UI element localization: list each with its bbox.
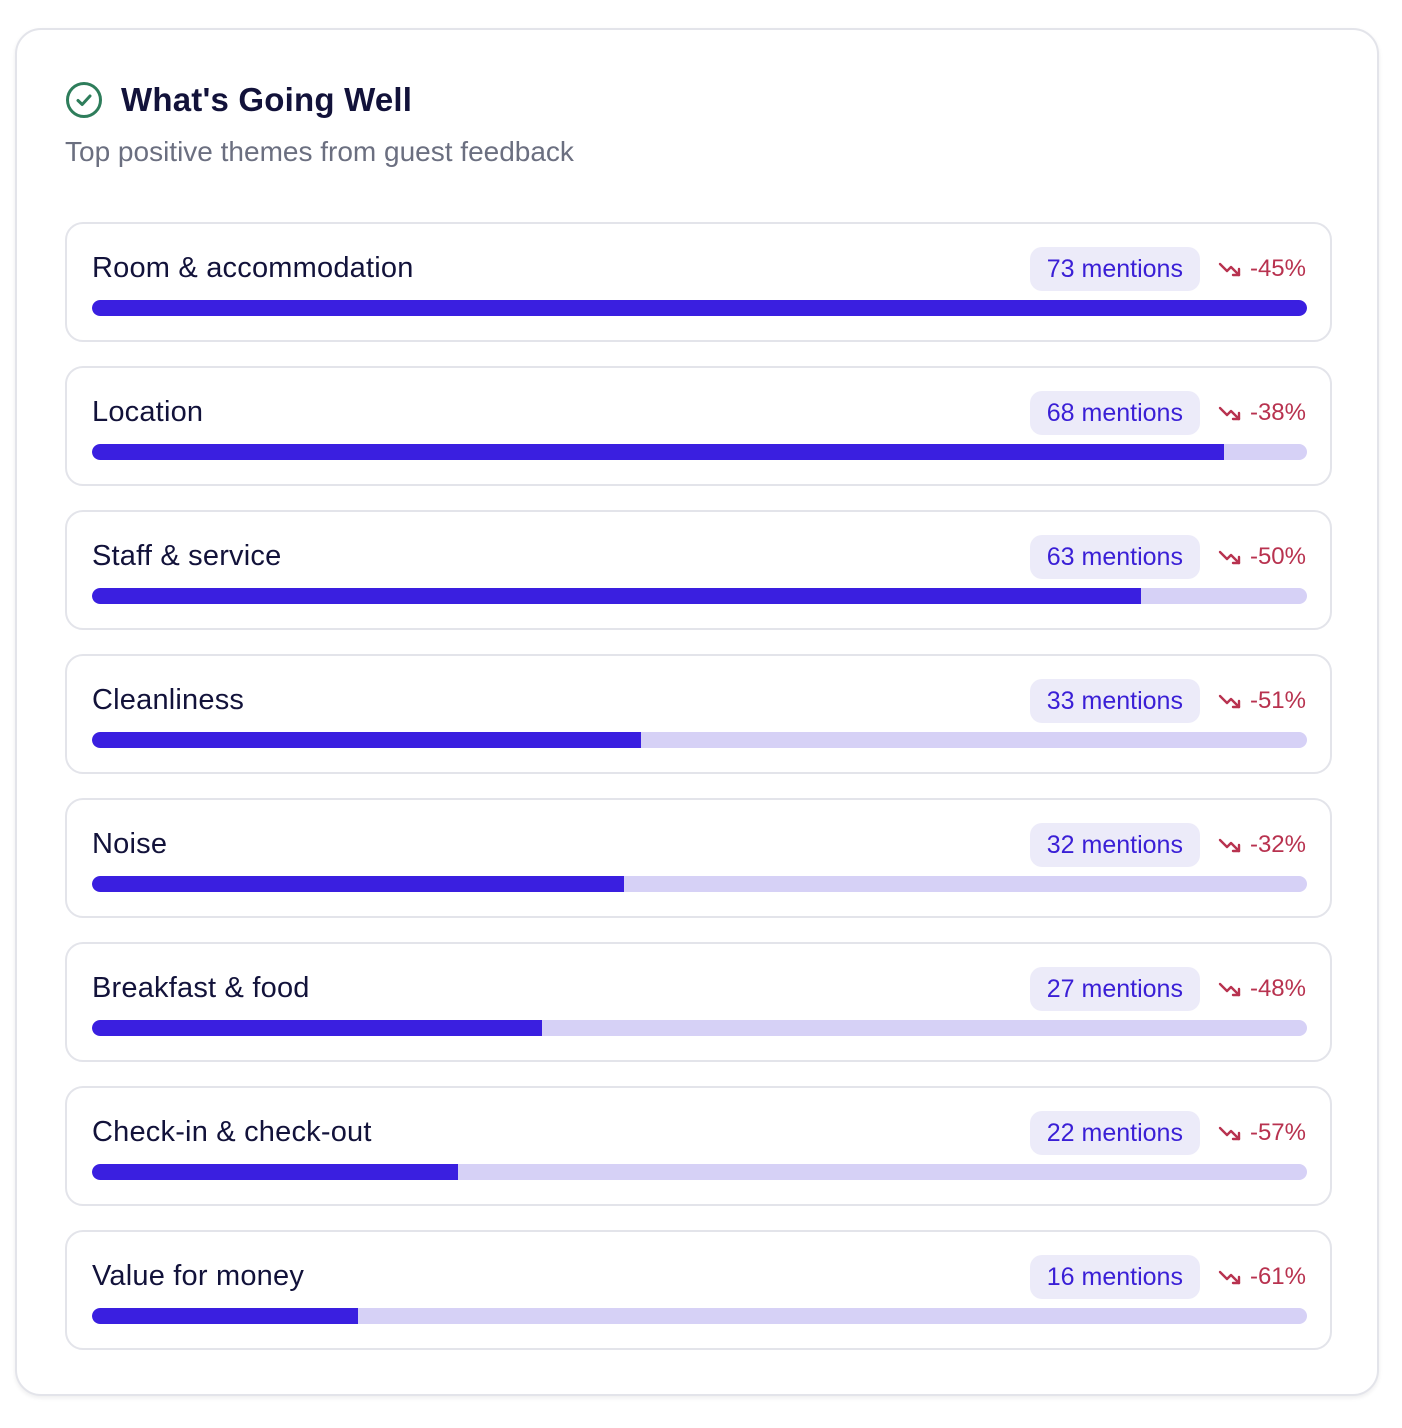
mentions-bar-fill [92, 588, 1141, 604]
mentions-badge: 16 mentions [1029, 1255, 1200, 1299]
theme-list: Room & accommodation 73 mentions -45% Lo… [65, 222, 1332, 1374]
mentions-bar-fill [92, 1308, 359, 1324]
trending-down-icon [1218, 404, 1242, 422]
theme-row[interactable]: Location 68 mentions -38% [65, 366, 1332, 486]
theme-name: Value for money [92, 1260, 305, 1292]
card-subtitle: Top positive themes from guest feedback [65, 136, 574, 167]
trend-value: -38% [1249, 399, 1306, 426]
theme-row[interactable]: Breakfast & food 27 mentions -48% [65, 942, 1332, 1062]
theme-name: Breakfast & food [92, 972, 310, 1004]
theme-row[interactable]: Room & accommodation 73 mentions -45% [65, 222, 1332, 342]
theme-meta: 33 mentions -51% [1029, 679, 1306, 723]
theme-meta: 68 mentions -38% [1029, 391, 1306, 435]
mentions-badge: 73 mentions [1029, 247, 1200, 291]
mentions-badge: 63 mentions [1029, 535, 1200, 579]
mentions-bar-track [92, 1308, 1307, 1324]
trend-value: -51% [1249, 687, 1306, 714]
mentions-bar-track [92, 876, 1307, 892]
trend-value: -32% [1249, 831, 1306, 858]
theme-row[interactable]: Cleanliness 33 mentions -51% [65, 654, 1332, 774]
trend-value: -61% [1249, 1263, 1306, 1290]
theme-meta: 16 mentions -61% [1029, 1255, 1306, 1299]
trend-value: -57% [1249, 1119, 1306, 1146]
whats-going-well-card: What's Going Well Top positive themes fr… [15, 28, 1379, 1396]
theme-name: Cleanliness [92, 684, 245, 716]
theme-name: Staff & service [92, 540, 282, 572]
trend-indicator: -61% [1218, 1263, 1306, 1291]
theme-meta: 32 mentions -32% [1029, 823, 1306, 867]
trending-down-icon [1218, 260, 1242, 278]
theme-meta: 22 mentions -57% [1029, 1111, 1306, 1155]
card-header: What's Going Well [65, 80, 412, 120]
trend-indicator: -45% [1218, 255, 1306, 283]
mentions-bar-track [92, 300, 1307, 316]
mentions-bar-track [92, 1020, 1307, 1036]
mentions-bar-fill [92, 444, 1225, 460]
theme-name: Location [92, 396, 204, 428]
trend-indicator: -57% [1218, 1119, 1306, 1147]
trending-down-icon [1218, 980, 1242, 998]
theme-name: Check-in & check-out [92, 1116, 372, 1148]
theme-meta: 63 mentions -50% [1029, 535, 1306, 579]
mentions-badge: 27 mentions [1029, 967, 1200, 1011]
trend-value: -45% [1249, 255, 1306, 282]
mentions-badge: 32 mentions [1029, 823, 1200, 867]
mentions-bar-track [92, 588, 1307, 604]
trend-value: -50% [1249, 543, 1306, 570]
theme-name: Room & accommodation [92, 252, 414, 284]
theme-name: Noise [92, 828, 168, 860]
mentions-bar-fill [92, 876, 625, 892]
mentions-bar-fill [92, 1020, 542, 1036]
mentions-bar-fill [92, 732, 642, 748]
trending-down-icon [1218, 548, 1242, 566]
theme-row[interactable]: Value for money 16 mentions -61% [65, 1230, 1332, 1350]
theme-meta: 73 mentions -45% [1029, 247, 1306, 291]
trend-indicator: -51% [1218, 687, 1306, 715]
trend-indicator: -48% [1218, 975, 1306, 1003]
trending-down-icon [1218, 1268, 1242, 1286]
mentions-bar-track [92, 1164, 1307, 1180]
theme-row[interactable]: Check-in & check-out 22 mentions -57% [65, 1086, 1332, 1206]
theme-row[interactable]: Noise 32 mentions -32% [65, 798, 1332, 918]
trending-down-icon [1218, 1124, 1242, 1142]
mentions-bar-track [92, 732, 1307, 748]
card-title: What's Going Well [121, 81, 413, 118]
trend-indicator: -50% [1218, 543, 1306, 571]
theme-meta: 27 mentions -48% [1029, 967, 1306, 1011]
theme-row[interactable]: Staff & service 63 mentions -50% [65, 510, 1332, 630]
mentions-badge: 68 mentions [1029, 391, 1200, 435]
trend-indicator: -32% [1218, 831, 1306, 859]
trend-indicator: -38% [1218, 399, 1306, 427]
mentions-bar-fill [92, 300, 1307, 316]
trending-down-icon [1218, 692, 1242, 710]
mentions-bar-fill [92, 1164, 458, 1180]
trend-value: -48% [1249, 975, 1306, 1002]
mentions-bar-track [92, 444, 1307, 460]
mentions-badge: 33 mentions [1029, 679, 1200, 723]
check-circle-icon [65, 81, 103, 119]
mentions-badge: 22 mentions [1029, 1111, 1200, 1155]
trending-down-icon [1218, 836, 1242, 854]
